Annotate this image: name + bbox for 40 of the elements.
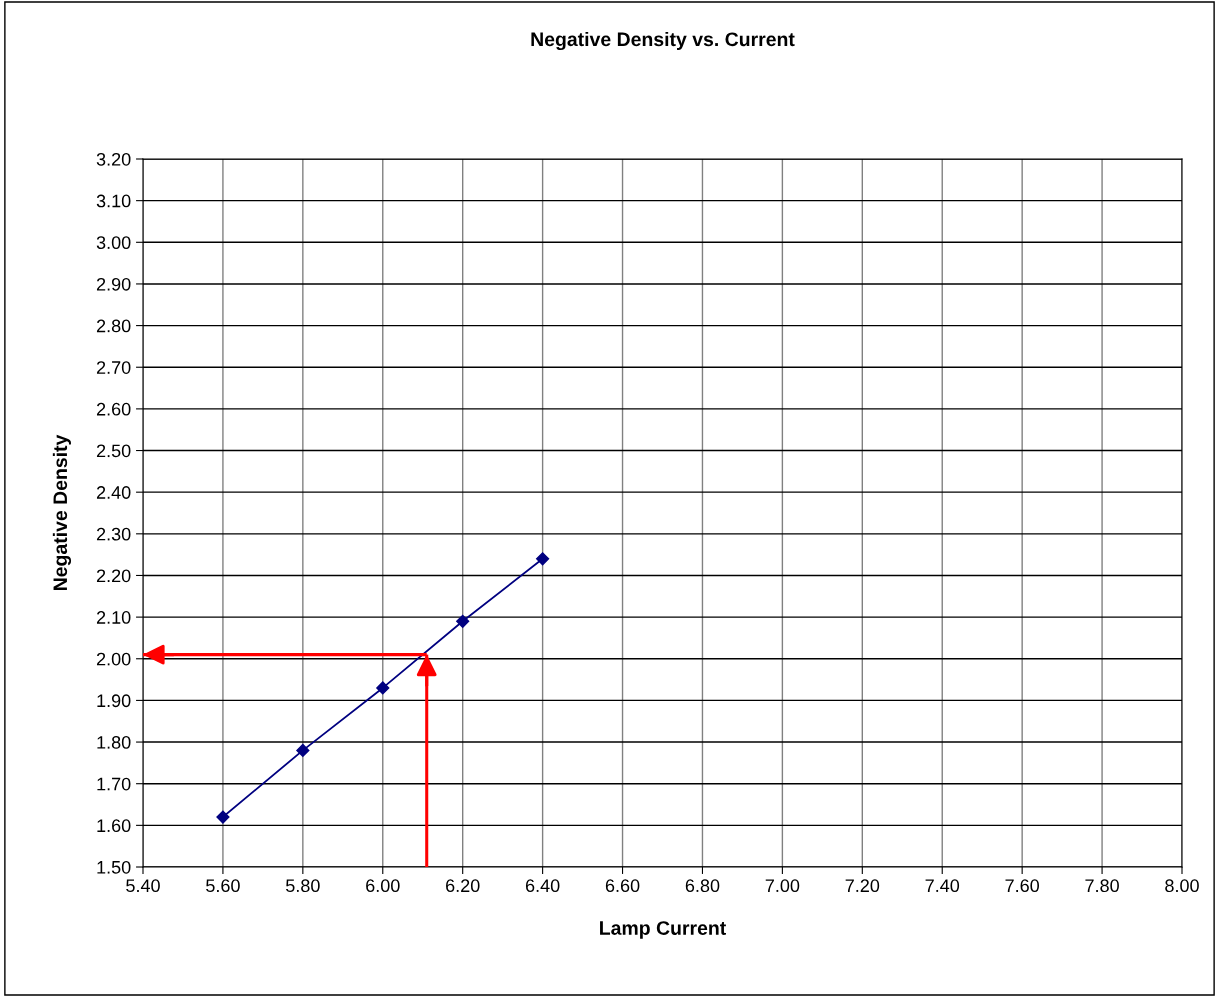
point — [376, 681, 390, 695]
point — [456, 614, 470, 628]
y-tick-label: 2.10 — [96, 611, 131, 624]
y-tick-label: 2.00 — [96, 652, 131, 666]
x-tick-label: 6.00 — [366, 879, 400, 893]
x-tick-label: 7.00 — [765, 879, 800, 893]
y-tick-label: 2.70 — [96, 361, 131, 374]
y-tick-label: 1.60 — [97, 819, 131, 833]
x-tick-label: 6.20 — [446, 879, 480, 893]
y-tick-label: 2.80 — [96, 319, 131, 333]
x-tick-label: 7.20 — [845, 879, 880, 893]
y-tick-label: 3.20 — [96, 152, 131, 166]
y-tick-label: 2.20 — [96, 569, 131, 583]
x-tick-label: 7.40 — [925, 879, 960, 893]
y-tick-label: 3.10 — [96, 194, 131, 208]
y-tick-label: 1.50 — [97, 860, 131, 874]
x-tick-label: 7.60 — [1005, 879, 1040, 893]
point — [296, 743, 310, 757]
y-tick-label: 1.90 — [97, 694, 131, 708]
y-tick-label: 1.80 — [97, 735, 131, 749]
x-tick-label: 6.40 — [525, 879, 560, 893]
x-tick-label: 5.40 — [126, 879, 160, 893]
y-axis-title: Negative Density — [52, 434, 72, 591]
y-tick-label: 2.30 — [96, 527, 131, 541]
x-tick-label: 6.80 — [685, 879, 720, 893]
x-axis-title: Lamp Current — [600, 921, 726, 939]
y-tick-label: 1.70 — [97, 777, 131, 791]
y-tick-label: 2.60 — [96, 402, 131, 416]
y-tick-label: 2.50 — [96, 444, 131, 458]
x-tick-label: 5.60 — [206, 879, 240, 893]
chart-title: Negative Density vs. Current — [531, 31, 795, 51]
y-tick-label: 2.40 — [96, 486, 131, 499]
x-tick-label: 7.80 — [1085, 879, 1119, 893]
y-tick-label: 3.00 — [96, 236, 131, 250]
y-tick-label: 2.90 — [96, 277, 131, 291]
x-tick-label: 5.80 — [286, 879, 320, 893]
x-tick-label: 8.00 — [1165, 879, 1199, 893]
point — [536, 552, 550, 566]
point — [216, 810, 230, 824]
x-tick-label: 6.60 — [605, 879, 640, 893]
